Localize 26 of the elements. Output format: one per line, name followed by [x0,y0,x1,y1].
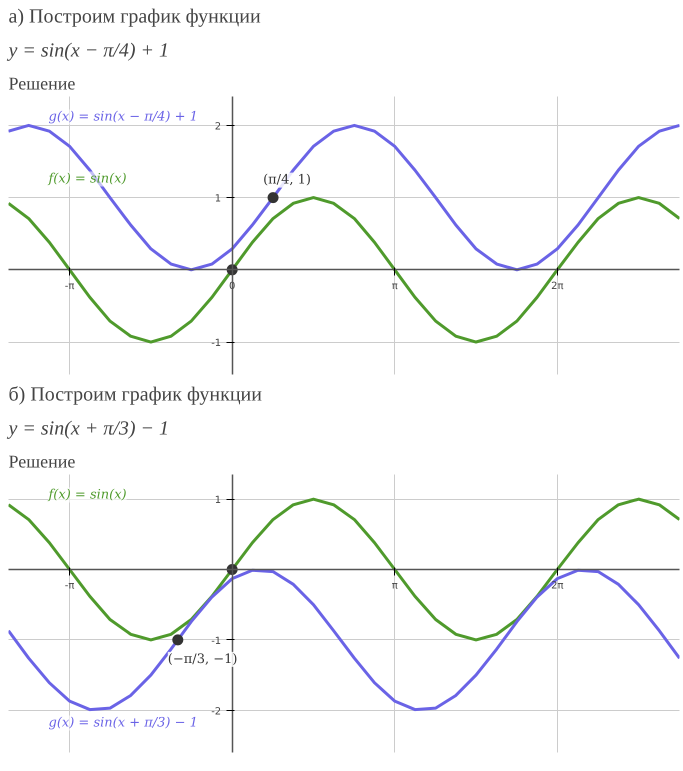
chart-title: б) Построим график функции [8,384,262,406]
series-label: g(x) = sin(x − π/4) + 1 [48,110,198,124]
annotation: (π/4, 1) [263,172,311,188]
text: Решение [8,452,76,472]
line-series [8,124,680,272]
y-tick-label: 2 [214,121,222,132]
y-tick-label: -1 [211,338,222,350]
series-label: g(x) = sin(x + π/3) − 1 [48,716,198,730]
line-series [8,196,680,344]
chart-title: а) Построим график функции [8,6,261,28]
text: Решение [8,74,76,94]
chart-subtitle: y = sin(x + π/3) − 1 [6,418,169,440]
y-tick-label: 1 [214,194,222,205]
x-tick-label: π [392,280,398,292]
chart-subtitle: y = sin(x − π/4) + 1 [6,40,169,62]
y-tick-label: -2 [211,706,222,718]
x-tick-label: -π [64,580,74,592]
text: f(x) = sin(x) [48,172,127,186]
x-tick-label: 2π [551,280,564,292]
x-tick-label: 2π [551,580,564,592]
x-tick-label: -π [64,280,74,292]
text: f(x) = sin(x) [48,488,127,502]
y-tick-label: -1 [211,636,222,647]
x-tick-label: π [392,580,398,592]
annotation: (−π/3, −1) [168,652,238,667]
y-tick-label: 1 [214,495,222,506]
